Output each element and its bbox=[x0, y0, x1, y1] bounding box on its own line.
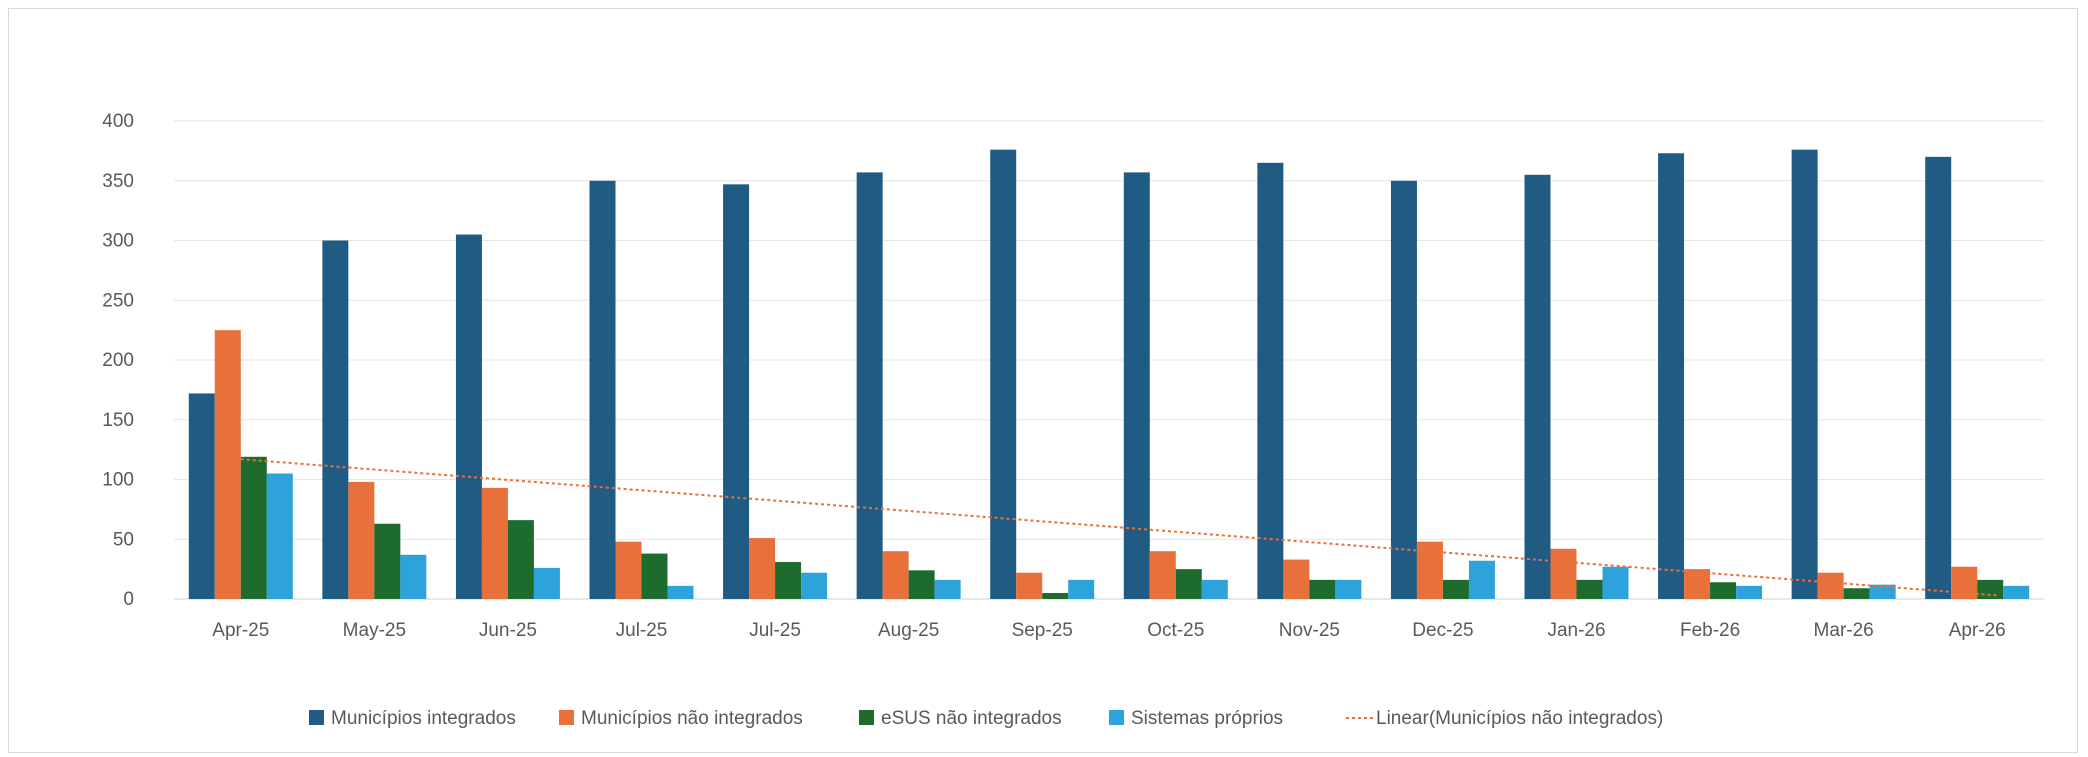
bar-series-2-2 bbox=[507, 520, 534, 599]
bar-series-2-6 bbox=[1042, 593, 1069, 599]
bar-series-0-9 bbox=[1390, 180, 1417, 599]
bar-series-0-6 bbox=[990, 149, 1017, 599]
bar-series-3-2 bbox=[533, 567, 560, 599]
bar-series-0-1 bbox=[322, 240, 349, 599]
bar-series-1-10 bbox=[1550, 548, 1577, 599]
y-tick-label: 250 bbox=[102, 290, 134, 311]
bar-series-3-13 bbox=[2003, 585, 2030, 599]
bar-series-3-10 bbox=[1602, 566, 1629, 599]
x-tick-label: Apr-26 bbox=[1949, 620, 2006, 641]
bar-series-2-11 bbox=[1710, 582, 1737, 599]
bar-series-2-4 bbox=[775, 561, 802, 599]
bar-series-1-6 bbox=[1016, 572, 1043, 599]
legend-label: Municípios integrados bbox=[331, 708, 516, 729]
legend-label: eSUS não integrados bbox=[881, 708, 1062, 729]
legend-label: Municípios não integrados bbox=[581, 708, 803, 729]
y-tick-label: 400 bbox=[102, 111, 134, 132]
bar-series-2-13 bbox=[1977, 579, 2004, 599]
x-tick-label: Aug-25 bbox=[878, 620, 939, 641]
bar-series-1-12 bbox=[1817, 572, 1844, 599]
x-tick-label: Jun-25 bbox=[479, 620, 537, 641]
bar-series-0-13 bbox=[1925, 156, 1952, 599]
bar-series-2-5 bbox=[908, 570, 935, 599]
bar-series-0-3 bbox=[589, 180, 616, 599]
x-tick-label: Oct-25 bbox=[1147, 620, 1204, 641]
bar-chart: 0 50 100 150 200 250 300 350 400 Apr-25 May-25 Jun-… bbox=[102, 111, 2044, 729]
legend-label: Linear(Municípios não integrados) bbox=[1376, 708, 1663, 729]
bar-series-3-3 bbox=[667, 585, 694, 599]
bar-series-0-12 bbox=[1791, 149, 1818, 599]
x-tick-label: Dec-25 bbox=[1412, 620, 1473, 641]
x-tick-label: Jan-26 bbox=[1547, 620, 1605, 641]
x-tick-label: Jul-25 bbox=[616, 620, 668, 641]
bar-series-3-6 bbox=[1068, 579, 1095, 599]
bar-series-3-5 bbox=[934, 579, 961, 599]
legend-label: Sistemas próprios bbox=[1131, 708, 1283, 729]
bar-series-2-8 bbox=[1309, 579, 1336, 599]
bar-series-2-0 bbox=[240, 456, 267, 599]
y-tick-label: 350 bbox=[102, 171, 134, 192]
bar-series-1-13 bbox=[1951, 566, 1978, 599]
bar-series-2-7 bbox=[1175, 569, 1202, 599]
bar-series-0-5 bbox=[856, 172, 883, 599]
x-tick-label: Apr-25 bbox=[212, 620, 269, 641]
bar-series-1-11 bbox=[1684, 569, 1711, 599]
x-tick-label: May-25 bbox=[343, 620, 406, 641]
bar-series-0-8 bbox=[1257, 162, 1284, 599]
bar-series-1-8 bbox=[1283, 559, 1310, 599]
bar-series-3-4 bbox=[801, 572, 828, 599]
y-tick-label: 100 bbox=[102, 470, 134, 491]
x-tick-label: Sep-25 bbox=[1012, 620, 1073, 641]
y-tick-label: 150 bbox=[102, 410, 134, 431]
y-tick-label: 200 bbox=[102, 350, 134, 371]
x-tick-label: Mar-26 bbox=[1814, 620, 1874, 641]
legend-swatch bbox=[859, 710, 874, 725]
bar-series-1-1 bbox=[348, 481, 375, 599]
bar-series-1-7 bbox=[1149, 551, 1176, 599]
bar-series-1-4 bbox=[749, 538, 776, 599]
bar-series-1-5 bbox=[882, 551, 909, 599]
bar-series-0-11 bbox=[1658, 153, 1685, 599]
y-tick-label: 300 bbox=[102, 231, 134, 252]
bar-series-0-0 bbox=[188, 393, 215, 599]
y-tick-label: 0 bbox=[123, 589, 134, 610]
legend-swatch bbox=[309, 710, 324, 725]
chart-frame: 0 50 100 150 200 250 300 350 400 Apr-25 May-25 Jun-… bbox=[8, 8, 2078, 753]
bar-series-1-2 bbox=[481, 487, 508, 599]
x-tick-label: Nov-25 bbox=[1279, 620, 1340, 641]
legend-swatch bbox=[559, 710, 574, 725]
x-tick-label: Jul-25 bbox=[749, 620, 801, 641]
bar-series-1-0 bbox=[214, 330, 241, 599]
bar-series-1-3 bbox=[615, 541, 642, 599]
bar-series-2-9 bbox=[1442, 579, 1469, 599]
bar-series-3-1 bbox=[400, 554, 427, 599]
bar-series-0-10 bbox=[1524, 174, 1551, 599]
bar-series-3-8 bbox=[1335, 579, 1362, 599]
bar-series-3-9 bbox=[1468, 560, 1495, 599]
x-tick-label: Feb-26 bbox=[1680, 620, 1740, 641]
bar-series-2-3 bbox=[641, 553, 668, 599]
bar-series-3-7 bbox=[1201, 579, 1228, 599]
bar-series-3-11 bbox=[1736, 585, 1763, 599]
bar-series-0-7 bbox=[1123, 172, 1150, 599]
bar-series-3-0 bbox=[266, 473, 293, 599]
legend-swatch bbox=[1109, 710, 1124, 725]
y-tick-label: 50 bbox=[113, 529, 134, 550]
bar-series-0-4 bbox=[723, 184, 750, 599]
bar-series-2-1 bbox=[374, 523, 401, 599]
bar-series-2-12 bbox=[1843, 588, 1870, 599]
bar-series-2-10 bbox=[1576, 579, 1603, 599]
bar-series-0-2 bbox=[455, 234, 482, 599]
bar-series-3-12 bbox=[1869, 584, 1896, 599]
